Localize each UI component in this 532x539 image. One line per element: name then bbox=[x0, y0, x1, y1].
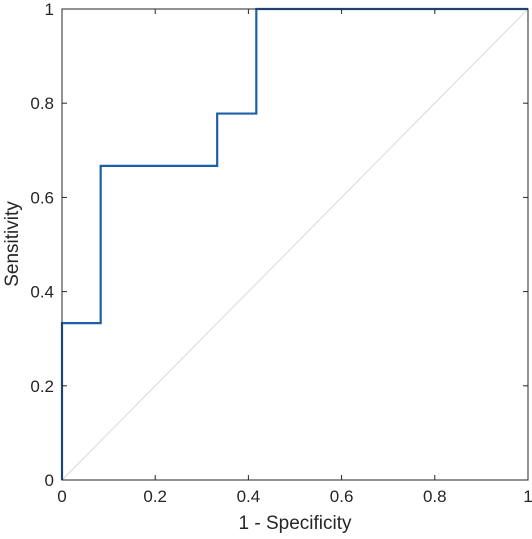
reference-diagonal-layer bbox=[61, 8, 529, 481]
x-tick-label: 0 bbox=[57, 487, 66, 506]
y-tick-label: 0.8 bbox=[30, 94, 54, 113]
x-tick-label: 0.6 bbox=[330, 487, 354, 506]
y-tick-label: 0.2 bbox=[30, 377, 54, 396]
x-tick-label: 0.2 bbox=[143, 487, 167, 506]
y-axis-label: Sensitivity bbox=[2, 201, 23, 287]
y-tick-label: 0 bbox=[45, 471, 54, 490]
roc-curve-line bbox=[60, 7, 528, 480]
x-tick-label: 0.4 bbox=[237, 487, 261, 506]
ticks-layer: 0 0.2 0.4 0.6 0.8 1 0 0.2 0.4 0.6 0.8 1 bbox=[30, 0, 532, 506]
y-tick-label: 0.6 bbox=[30, 188, 54, 207]
x-tick-label: 1 bbox=[523, 487, 532, 506]
reference-diagonal-line bbox=[61, 8, 529, 481]
y-tick-label: 0.4 bbox=[30, 283, 54, 302]
x-tick-label: 0.8 bbox=[423, 487, 447, 506]
y-tick-label: 1 bbox=[45, 0, 54, 19]
plot-frame bbox=[61, 8, 529, 481]
x-axis-label: 1 - Specificity bbox=[239, 513, 352, 534]
series-layer bbox=[60, 7, 528, 480]
